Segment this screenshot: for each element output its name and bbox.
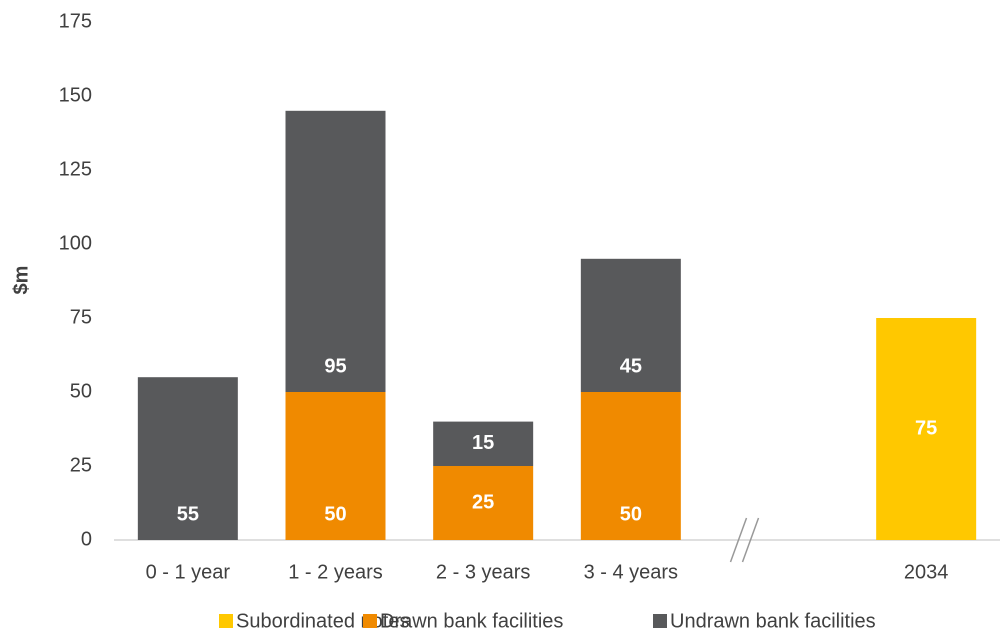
y-tick-label: 50 — [70, 380, 92, 402]
x-tick-label: 1 - 2 years — [288, 561, 382, 583]
y-tick-label: 175 — [59, 10, 92, 32]
data-label: 25 — [472, 491, 494, 513]
x-tick-label: 2 - 3 years — [436, 561, 530, 583]
data-label: 15 — [472, 432, 494, 454]
axis-break — [741, 517, 760, 563]
bar-segment — [433, 421, 534, 466]
x-tick-label: 0 - 1 year — [146, 561, 231, 583]
y-tick-label: 150 — [59, 84, 92, 106]
y-tick-label: 0 — [81, 528, 92, 550]
data-label: 55 — [177, 503, 199, 525]
data-label: 45 — [620, 355, 642, 377]
legend-label: Undrawn bank facilities — [670, 610, 876, 632]
y-tick-label: 25 — [70, 454, 92, 476]
legend-swatch — [653, 614, 667, 628]
data-label: 75 — [915, 417, 937, 439]
x-tick-label: 3 - 4 years — [584, 561, 678, 583]
bar-segment — [580, 258, 681, 392]
data-label: 50 — [620, 503, 642, 525]
data-label: 50 — [324, 503, 346, 525]
bar-segment — [876, 318, 977, 540]
legend-swatch — [219, 614, 233, 628]
bar-segment — [285, 392, 386, 540]
y-axis-label: $m — [10, 266, 32, 295]
legend-swatch — [363, 614, 377, 628]
y-tick-label: 100 — [59, 232, 92, 254]
x-tick-label: 2034 — [904, 561, 949, 583]
y-tick-label: 125 — [59, 158, 92, 180]
bar-segment — [285, 110, 386, 393]
bar-segment — [580, 392, 681, 540]
y-tick-label: 75 — [70, 306, 92, 328]
data-label: 95 — [324, 355, 346, 377]
axis-break — [729, 517, 748, 563]
bar-segment — [433, 466, 534, 540]
bar-segment — [137, 377, 238, 540]
legend-label: Drawn bank facilities — [380, 610, 563, 632]
